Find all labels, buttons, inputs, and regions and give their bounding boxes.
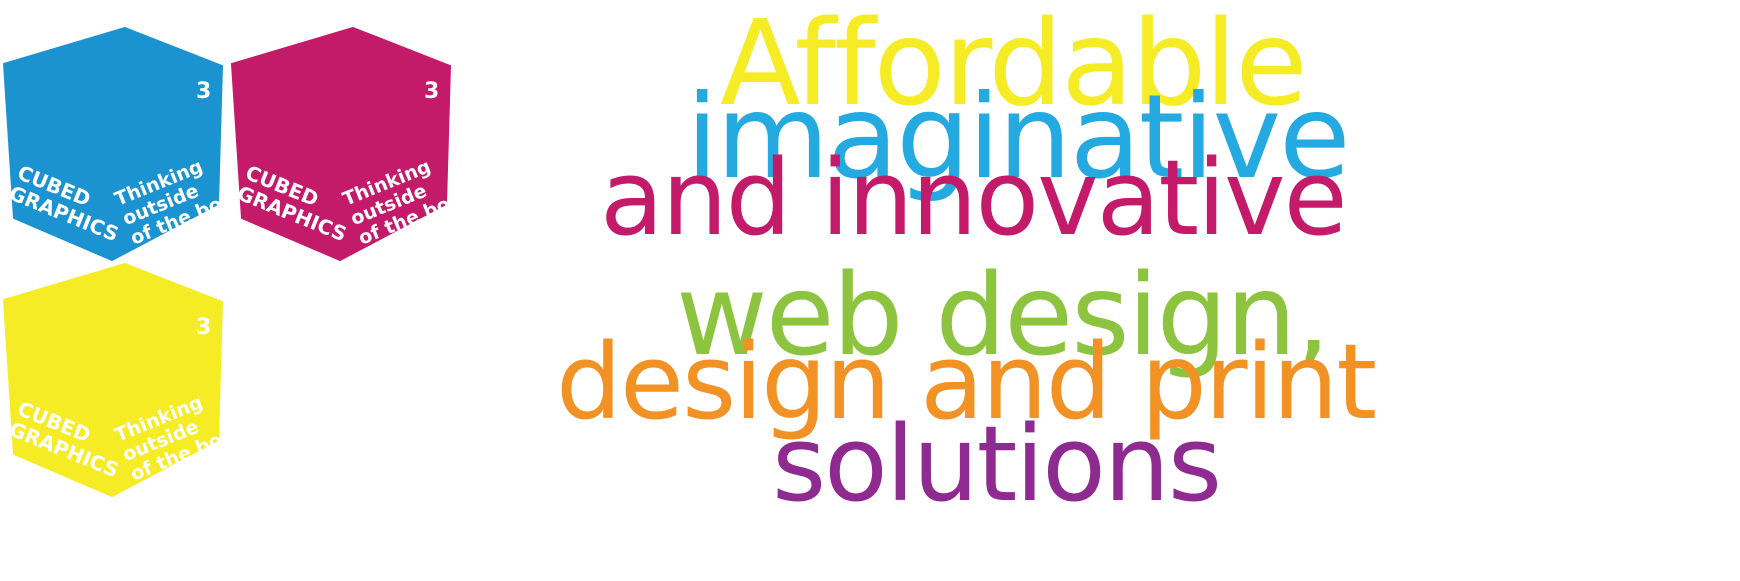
cube-logo-yellow: 3 CUBED GRAPHICS Thinking outside of the… — [0, 263, 237, 500]
cube-right-face — [339, 65, 451, 261]
slogan-imaginative: imaginative — [686, 70, 1351, 205]
slogan-and-innovative: and innovative — [600, 137, 1348, 259]
cube-right-face — [111, 301, 223, 497]
slogan-affordable: Affordable — [720, 0, 1308, 132]
cube-right-face — [111, 65, 223, 261]
cube-badge: 3 — [424, 79, 439, 104]
cube-badge: 3 — [196, 79, 211, 104]
cube-logo-magenta: 3 CUBED GRAPHICS Thinking outside of the… — [228, 27, 465, 264]
slogan-design-and-print: design and print — [556, 321, 1377, 443]
slogan-web-design: web design, — [676, 251, 1330, 381]
slogan-solutions: solutions — [772, 403, 1222, 525]
cube-logo-blue: 3 CUBED GRAPHICS Thinking outside of the… — [0, 27, 237, 264]
cube-badge: 3 — [196, 315, 211, 340]
